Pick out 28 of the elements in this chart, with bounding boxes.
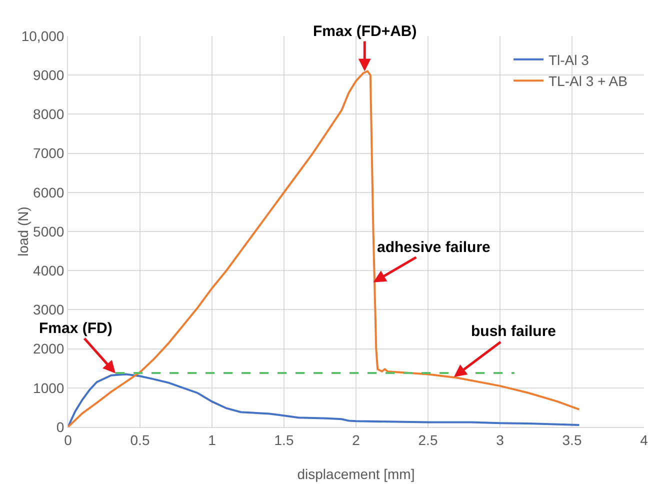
annotation: adhesive failure	[377, 239, 490, 256]
y-axis-title: load (N)	[15, 206, 32, 256]
x-tick-label: 2.5	[418, 432, 438, 448]
x-tick-label: 0.5	[130, 432, 150, 448]
line-series	[68, 373, 580, 427]
annotation: bush failure	[471, 323, 556, 340]
y-tick-label: 2000	[33, 340, 64, 357]
y-tick-label: 10,000	[21, 28, 64, 44]
x-tick-label: 2	[352, 432, 360, 448]
y-tick-label: 0	[56, 418, 64, 435]
y-tick-label: 5000	[33, 223, 64, 240]
annotation: Fmax (FD)	[39, 320, 112, 337]
y-tick-label: 7000	[33, 145, 64, 162]
y-tick-label: 1000	[33, 380, 64, 396]
x-tick-label: 3	[496, 432, 504, 448]
y-tick-label: 3000	[33, 302, 64, 318]
legend-label: TL-Al 3 + AB	[548, 73, 628, 90]
x-tick-label: 1	[208, 432, 216, 448]
annotation: Fmax (FD+AB)	[313, 23, 417, 40]
y-tick-label: 4000	[33, 262, 64, 278]
y-tick-label: 8000	[33, 106, 64, 122]
x-tick-label: 1.5	[274, 432, 294, 448]
x-axis-title: displacement [mm]	[297, 466, 415, 482]
y-tick-label: 9000	[33, 67, 64, 83]
x-tick-label: 4	[640, 432, 648, 448]
legend-label: Tl-Al 3	[548, 52, 590, 68]
y-tick-label: 6000	[33, 184, 64, 200]
x-tick-label: 3.5	[562, 432, 582, 448]
